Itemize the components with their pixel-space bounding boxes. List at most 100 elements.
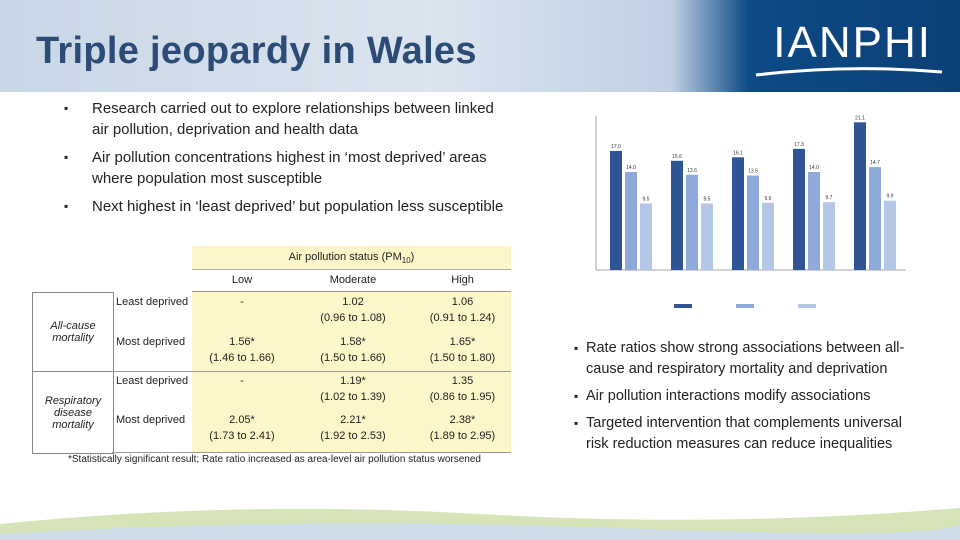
chart-data-label: 16.1 xyxy=(733,150,743,156)
table-cell: 1.65* (1.50 to 1.80) xyxy=(414,334,511,366)
chart-bar xyxy=(640,203,652,270)
chart-data-label: 9.7 xyxy=(826,195,833,201)
table-cell: 1.19* (1.02 to 1.39) xyxy=(292,373,414,405)
cell-value: 1.06 xyxy=(451,296,474,308)
header-banner: Triple jeopardy in Wales IANPHI xyxy=(0,0,960,92)
legend-swatch-1 xyxy=(674,304,692,308)
chart-bar xyxy=(747,175,759,270)
legend-swatch-3 xyxy=(798,304,816,308)
bullet-text: Rate ratios show strong associations bet… xyxy=(586,340,905,377)
square-bullet-icon: ▪ xyxy=(64,150,69,164)
footer-wave-blue xyxy=(0,523,960,540)
table-cell: 1.06 (0.91 to 1.24) xyxy=(414,294,511,326)
bullet-text: Air pollution interactions modify associ… xyxy=(586,388,871,404)
pollution-bar-chart: 17.0 14.0 9.5 15.6 13.6 9.5 16.1 13.5 9.6 17.3 14.… xyxy=(566,108,912,320)
group-label-respiratory: Respiratory disease mortality xyxy=(32,371,114,454)
square-bullet-icon: ▪ xyxy=(574,341,579,355)
table-cell: 1.58* (1.50 to 1.66) xyxy=(292,334,414,366)
table-cell: 1.02 (0.96 to 1.08) xyxy=(292,294,414,326)
cell-ci: (0.96 to 1.08) xyxy=(320,312,386,324)
cell-value: 2.38* xyxy=(449,414,476,426)
column-header-low: Low xyxy=(192,269,292,292)
cell-value: 2.21* xyxy=(340,414,366,426)
chart-data-label: 14.7 xyxy=(870,160,880,166)
cell-value: 2.05* xyxy=(229,414,255,426)
column-header-high: High xyxy=(414,269,511,292)
bullet-item: ▪ Research carried out to explore relatio… xyxy=(64,98,504,140)
group-label-text: Respiratory disease mortality xyxy=(44,394,102,431)
bullet-item: ▪ Next highest in ‘least deprived’ but po… xyxy=(64,196,504,217)
chart-data-label: 13.5 xyxy=(748,169,758,175)
ap-status-label: Air pollution status (PM xyxy=(288,251,402,263)
square-bullet-icon: ▪ xyxy=(574,416,579,430)
cell-ci: (0.86 to 1.95) xyxy=(429,391,496,403)
cell-ci: (1.50 to 1.66) xyxy=(320,352,386,364)
column-header-moderate: Moderate xyxy=(292,269,414,292)
bullet-item: ▪ Air pollution concentrations highest in… xyxy=(64,147,504,189)
chart-data-label: 9.6 xyxy=(765,196,772,202)
chart-bar xyxy=(610,151,622,270)
rate-ratio-grid xyxy=(192,292,511,452)
chart-data-label: 14.0 xyxy=(809,165,819,171)
cell-ci: (0.91 to 1.24) xyxy=(429,312,496,324)
cell-ci: (1.50 to 1.80) xyxy=(429,352,496,364)
table-cell: - xyxy=(192,294,292,310)
cell-value: 1.65* xyxy=(449,336,476,348)
group-divider xyxy=(112,371,511,372)
row-label: Most deprived xyxy=(116,336,186,348)
chart-data-label: 17.3 xyxy=(794,142,804,148)
chart-bar xyxy=(732,157,744,270)
chart-data-label: 17.0 xyxy=(611,144,621,150)
cell-value: 1.58* xyxy=(340,336,366,348)
right-bullet-list: ▪ Rate ratios show strong associations be… xyxy=(574,338,926,461)
bullet-text: Targeted intervention that complements u… xyxy=(586,415,902,452)
cell-ci: (1.92 to 2.53) xyxy=(320,430,386,442)
chart-data-label: 13.6 xyxy=(687,168,697,174)
group-label-text: All-cause mortality xyxy=(50,320,96,344)
chart-data-label: 14.0 xyxy=(626,165,636,171)
chart-data-label: 9.5 xyxy=(704,197,711,203)
chart-bar xyxy=(762,202,774,270)
group-label-all-cause: All-cause mortality xyxy=(32,292,114,372)
cell-value: 1.56* xyxy=(229,336,255,348)
cell-value: - xyxy=(240,375,244,387)
chart-data-label: 9.9 xyxy=(887,194,894,200)
chart-data-label: 15.6 xyxy=(672,154,682,160)
table-cell: 2.21* (1.92 to 2.53) xyxy=(292,412,414,444)
row-label: Least deprived xyxy=(116,296,189,308)
square-bullet-icon: ▪ xyxy=(574,389,579,403)
chart-bar xyxy=(625,172,637,270)
cell-value: 1.19* xyxy=(340,375,366,387)
chart-bar xyxy=(884,200,896,270)
bullet-item: ▪ Targeted intervention that complements … xyxy=(574,413,926,455)
table-bottom-line xyxy=(112,452,511,453)
cell-ci: (1.89 to 2.95) xyxy=(429,430,496,442)
chart-bar xyxy=(854,122,866,270)
chart-bar xyxy=(793,148,805,270)
chart-bar xyxy=(823,202,835,270)
air-pollution-status-header: Air pollution status (PM10) xyxy=(192,246,511,270)
ianphi-logo: IANPHI xyxy=(773,18,932,67)
bullet-item: ▪ Rate ratios show strong associations be… xyxy=(574,338,926,380)
cell-ci: (1.02 to 1.39) xyxy=(320,391,386,403)
cell-value: 1.35 xyxy=(451,375,474,387)
bullet-text: Next highest in ‘least deprived’ but pop… xyxy=(92,198,504,215)
table-cell: 2.38* (1.89 to 2.95) xyxy=(414,412,511,444)
bullet-item: ▪ Air pollution interactions modify assoc… xyxy=(574,386,926,407)
chart-bar xyxy=(671,160,683,270)
ap-status-end: ) xyxy=(410,251,415,263)
chart-bar xyxy=(869,167,881,270)
bullet-text: Research carried out to explore relation… xyxy=(92,100,494,138)
table-cell: 2.05* (1.73 to 2.41) xyxy=(192,412,292,444)
table-cell: 1.56* (1.46 to 1.66) xyxy=(192,334,292,366)
table-footnote: *Statistically significant result; Rate … xyxy=(68,454,481,465)
chart-bar xyxy=(808,172,820,270)
chart-data-label: 21.1 xyxy=(855,115,865,121)
slide-title: Triple jeopardy in Wales xyxy=(36,30,477,72)
ap-status-sub: 10 xyxy=(401,256,411,266)
row-label: Most deprived xyxy=(116,414,186,426)
chart-data-label: 9.5 xyxy=(643,197,650,203)
row-label: Least deprived xyxy=(116,375,189,387)
bullet-text: Air pollution concentrations highest in … xyxy=(92,149,487,187)
cell-value: 1.02 xyxy=(342,296,364,308)
